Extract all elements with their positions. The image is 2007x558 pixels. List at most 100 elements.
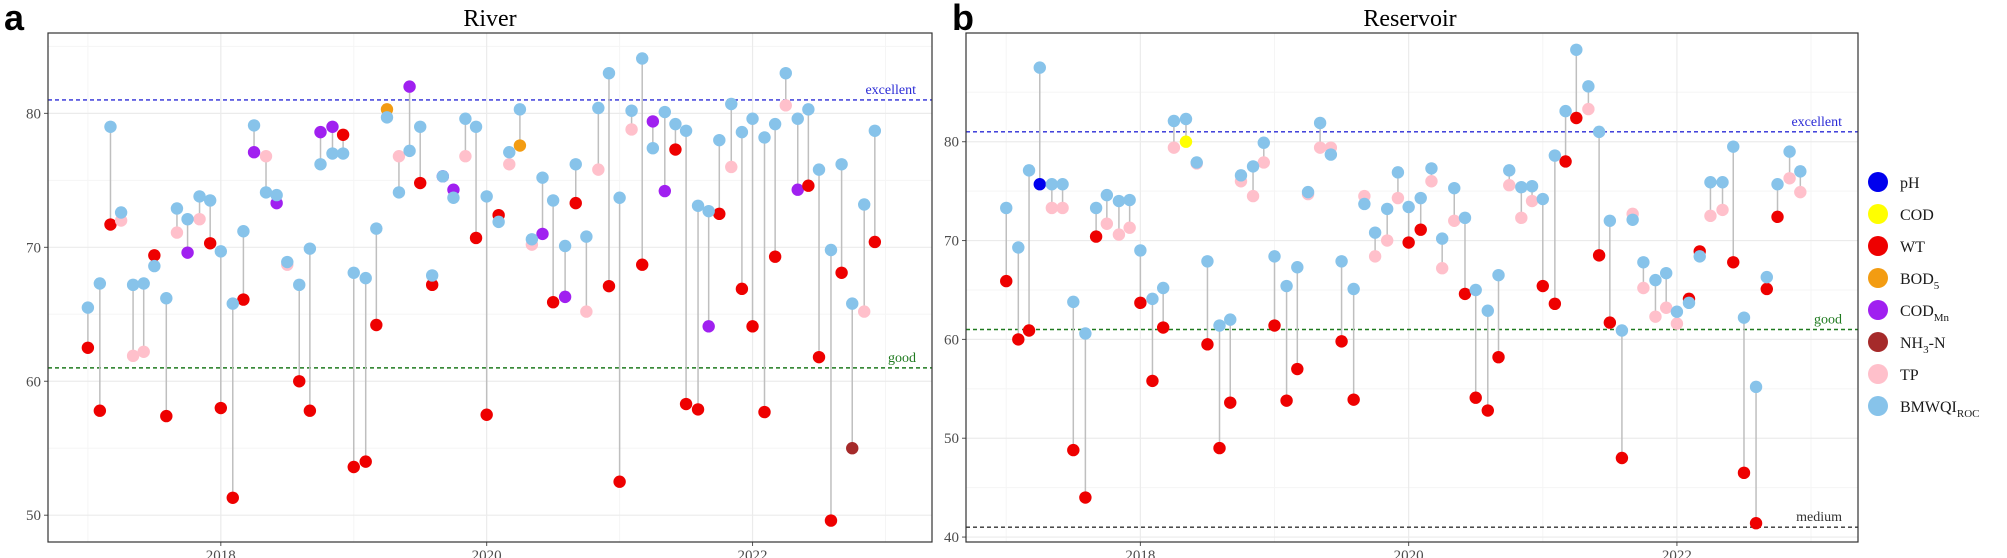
point-TP [1167, 141, 1181, 154]
point-WT [746, 320, 759, 333]
point-WT [414, 176, 427, 190]
point-WT [1022, 324, 1036, 337]
point-BMWQI [1213, 319, 1226, 332]
point-NH3N [846, 442, 859, 455]
point-TP [1313, 141, 1327, 154]
point-WT [1201, 338, 1214, 351]
point-WT [237, 293, 250, 306]
point-BMWQI [1469, 283, 1482, 297]
point-BMWQI [746, 112, 759, 125]
point-WT [1213, 441, 1226, 455]
point-BMWQI [492, 215, 505, 229]
point-BMWQI [546, 194, 560, 207]
point-BMWQI [1682, 296, 1696, 310]
point-TP [1716, 203, 1729, 217]
legend-swatch-BMWQI [1868, 396, 1888, 416]
point-BMWQI [1347, 282, 1360, 296]
point-BMWQI [293, 278, 306, 292]
point-WT [148, 249, 161, 262]
point-WT [1347, 393, 1360, 406]
point-BMWQI [1368, 226, 1382, 239]
point-BMWQI [513, 103, 527, 116]
point-COD [1179, 135, 1193, 148]
legend-label-sub: Mn [1934, 312, 1950, 324]
point-pH [1033, 178, 1046, 191]
point-WT [104, 218, 117, 231]
point-WT [613, 475, 626, 488]
point-BMWQI [1515, 180, 1528, 194]
point-BMWQI [160, 292, 173, 305]
point-BMWQI [1626, 213, 1639, 226]
point-WT [1760, 282, 1773, 296]
y-tick-label: 50 [26, 508, 41, 524]
point-BMWQI [1201, 255, 1214, 268]
point-WT [347, 460, 360, 474]
reference-label-excellent: excellent [865, 83, 916, 98]
point-BMWQI [1771, 178, 1784, 191]
point-BMWQI [580, 230, 593, 243]
point-BMWQI [812, 163, 826, 176]
point-WT [1481, 404, 1494, 417]
point-WT [569, 196, 582, 210]
point-TP [1794, 185, 1807, 199]
point-TP [858, 305, 871, 318]
point-TP [1783, 172, 1796, 185]
point-BMWQI [336, 147, 350, 160]
point-BMWQI [1089, 201, 1103, 215]
point-BMWQI [1402, 200, 1415, 214]
point-WT [336, 128, 350, 141]
legend-label-main: TP [1900, 367, 1919, 384]
point-TP [1246, 189, 1260, 203]
point-WT [1536, 279, 1549, 293]
point-BMWQI [1045, 178, 1059, 191]
x-tick-label: 2020 [1394, 548, 1424, 558]
point-CODMn [326, 120, 339, 133]
legend-label-CODMn: CODMn [1900, 303, 1950, 324]
point-WT [469, 231, 483, 245]
panel-letter-b: b [952, 0, 974, 38]
point-BMWQI [536, 171, 549, 184]
legend-label-main: BOD [1900, 271, 1934, 288]
reference-label-excellent: excellent [1791, 115, 1842, 130]
point-WT [713, 207, 726, 221]
point-WT [1548, 297, 1562, 311]
point-WT [359, 455, 372, 468]
point-BMWQI [1079, 327, 1092, 340]
point-WT [1458, 287, 1472, 301]
point-BMWQI [347, 266, 360, 279]
point-BMWQI [846, 297, 859, 310]
point-WT [1771, 210, 1784, 224]
point-BMWQI [1448, 181, 1461, 195]
point-CODMn [536, 227, 549, 241]
point-BMWQI [679, 124, 693, 137]
point-BMWQI [1704, 176, 1717, 189]
point-BMWQI [392, 186, 406, 199]
legend-swatch-pH [1868, 172, 1888, 192]
point-BMWQI [1525, 179, 1539, 193]
point-WT [1492, 350, 1505, 364]
y-tick-label: 80 [26, 106, 41, 122]
point-BMWQI [1760, 270, 1773, 284]
point-TP [1056, 201, 1069, 215]
point-BMWQI [802, 103, 815, 116]
x-tick-label: 2020 [472, 548, 502, 558]
point-CODMn [658, 184, 672, 198]
y-tick-label: 50 [944, 431, 959, 447]
point-BMWQI [1716, 176, 1729, 189]
point-BMWQI [1224, 313, 1237, 326]
point-BMWQI [858, 198, 871, 211]
point-WT [802, 179, 815, 192]
point-BMWQI [758, 131, 771, 144]
point-TP [1435, 262, 1449, 275]
plot-area-river: 50 60 70 80 2018 2020 2022 excellent good [26, 32, 933, 558]
point-BMWQI [1167, 114, 1181, 128]
point-BMWQI [1425, 162, 1438, 175]
point-CODMn [181, 246, 194, 259]
plot-frame [965, 32, 1859, 543]
point-BMWQI [93, 277, 107, 290]
point-BMWQI [1737, 311, 1751, 324]
panel-reservoir: b Reservoir 40 50 60 70 80 2018 2020 2022 excell… [944, 0, 1859, 558]
point-WT [93, 404, 107, 417]
point-CODMn [558, 290, 572, 304]
point-WT [691, 403, 705, 416]
